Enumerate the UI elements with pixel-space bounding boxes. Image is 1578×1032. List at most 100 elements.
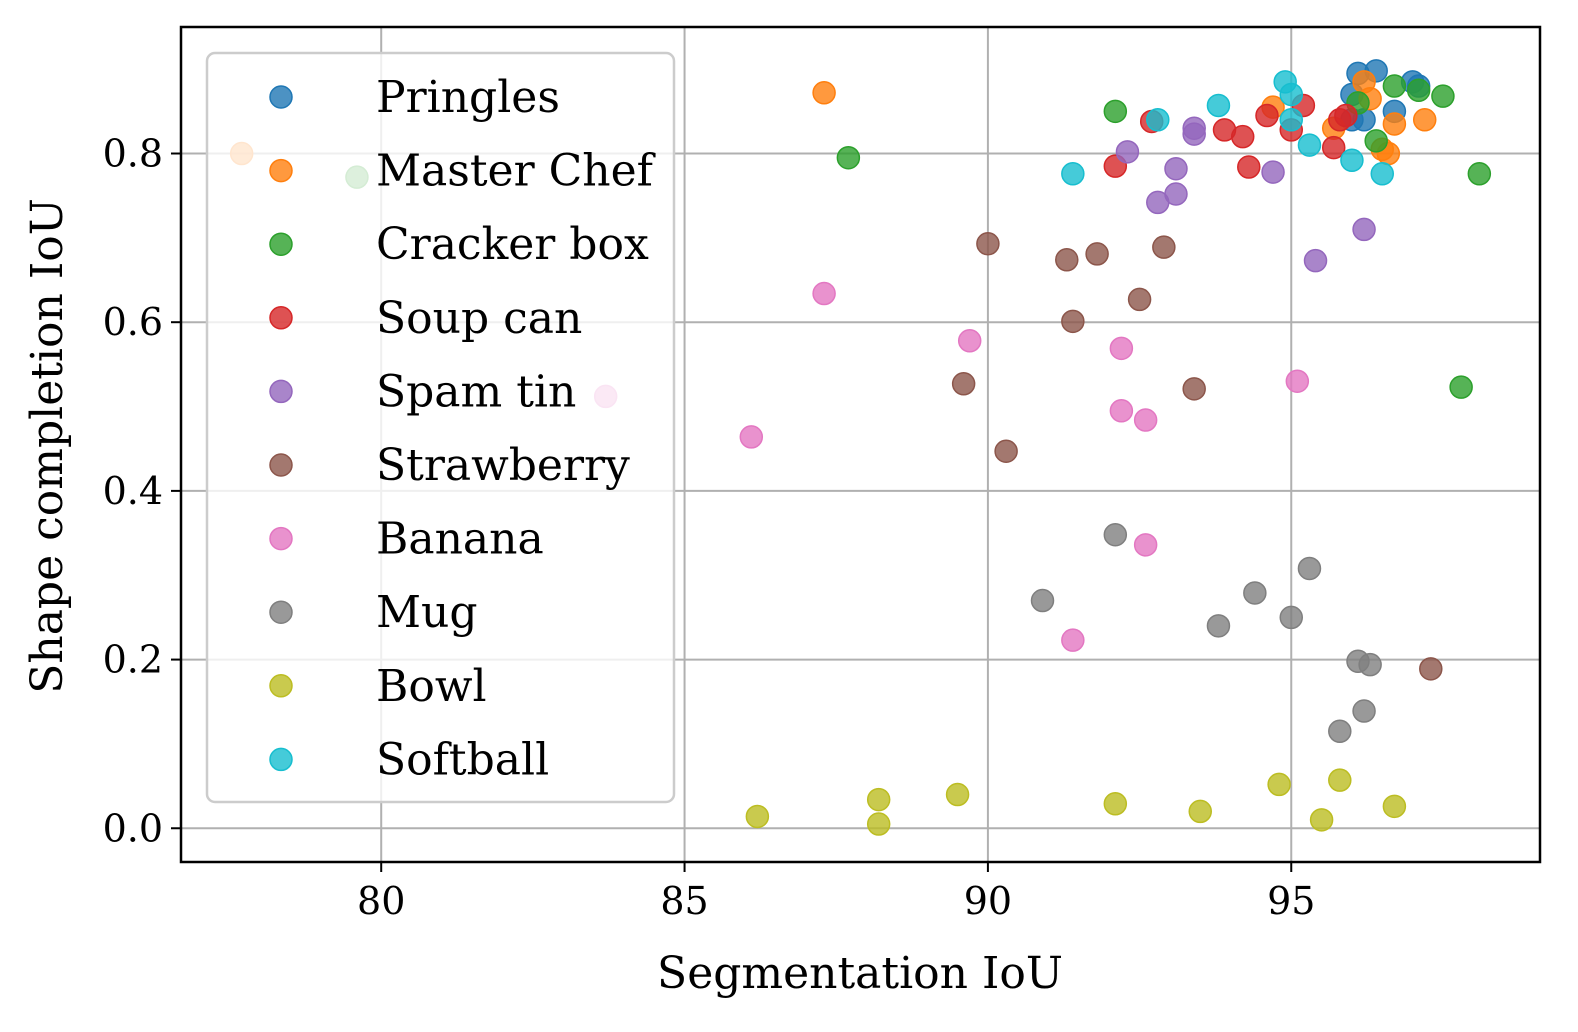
data-points <box>229 59 1492 836</box>
legend-label: Soup can <box>376 293 582 344</box>
data-point <box>1364 129 1388 153</box>
data-point <box>1358 652 1382 677</box>
data-point <box>1182 116 1206 140</box>
legend-marker <box>269 158 293 183</box>
data-point <box>1328 719 1352 744</box>
data-point <box>1382 794 1407 819</box>
legend-marker <box>269 747 293 772</box>
data-point <box>1230 124 1255 149</box>
series-strawberry <box>951 232 1443 681</box>
axes: 80 85 90 95 0.0 0.2 0.4 0.6 0.8 <box>103 25 1542 923</box>
data-point <box>1182 377 1206 401</box>
legend-marker <box>269 453 293 477</box>
data-point <box>1061 628 1085 652</box>
legend-box <box>205 51 676 804</box>
x-tick-label: 90 <box>964 879 1012 923</box>
data-point <box>1030 588 1055 613</box>
data-point <box>1431 84 1455 108</box>
data-point <box>866 787 891 812</box>
data-point <box>1152 235 1176 259</box>
data-point <box>1419 657 1443 681</box>
legend-label: Spam tin <box>376 366 576 417</box>
y-tick-label: 0.4 <box>103 469 163 513</box>
data-point <box>1127 287 1152 312</box>
data-point <box>1061 309 1085 334</box>
data-point <box>1334 103 1358 128</box>
data-point <box>1370 162 1395 186</box>
series-bowl <box>745 768 1407 836</box>
data-point <box>1267 772 1291 797</box>
data-point <box>976 232 1000 256</box>
data-point <box>1146 108 1170 132</box>
x-tick-label: 85 <box>660 879 708 923</box>
series-spam-tin <box>1115 116 1376 273</box>
data-point <box>1103 522 1128 547</box>
legend-marker <box>269 674 293 698</box>
data-point <box>1055 248 1079 272</box>
legend-label: Banana <box>376 514 544 565</box>
data-point <box>745 804 770 829</box>
data-point <box>1061 162 1085 186</box>
legend-marker <box>269 526 293 551</box>
x-axis-label: Segmentation IoU <box>657 948 1063 999</box>
data-point <box>1449 375 1473 399</box>
data-point <box>1164 156 1188 181</box>
data-point <box>951 372 976 396</box>
legend-marker <box>269 232 293 256</box>
data-point <box>1115 140 1140 164</box>
data-point <box>1467 162 1492 186</box>
series-softball <box>1061 70 1395 186</box>
legend-label: Master Chef <box>376 146 656 197</box>
data-point <box>1243 581 1267 605</box>
data-point <box>1085 242 1109 266</box>
legend: Pringles Master Chef Cracker box Soup can Sp… <box>205 51 676 804</box>
data-point <box>739 425 764 449</box>
data-point <box>1103 792 1128 816</box>
data-point <box>1303 248 1328 273</box>
data-point <box>1133 408 1158 432</box>
data-point <box>1103 99 1128 124</box>
data-point <box>1352 217 1376 242</box>
legend-marker <box>269 379 293 404</box>
data-point <box>1206 614 1231 638</box>
data-point <box>1297 133 1322 157</box>
data-point <box>1406 78 1431 103</box>
data-point <box>1109 336 1134 361</box>
legend-label: Pringles <box>376 72 560 123</box>
y-tick-label: 0.2 <box>103 638 163 682</box>
series-soup-can <box>1103 93 1358 179</box>
legend-label: Strawberry <box>376 440 630 491</box>
data-point <box>1279 108 1304 132</box>
data-point <box>812 81 836 105</box>
data-point <box>1237 155 1261 179</box>
data-point <box>945 782 970 807</box>
data-point <box>1321 135 1346 160</box>
legend-label: Cracker box <box>376 219 649 270</box>
legend-marker <box>269 306 293 330</box>
y-tick-label: 0.6 <box>103 300 163 344</box>
data-point <box>812 281 836 306</box>
data-point <box>1412 108 1437 132</box>
y-axis-label: Shape completion IoU <box>22 198 73 694</box>
data-point <box>1309 808 1334 832</box>
data-point <box>1382 74 1407 98</box>
data-point <box>1255 103 1279 128</box>
data-point <box>1340 148 1364 173</box>
data-point <box>1328 768 1352 792</box>
data-point <box>1261 160 1285 184</box>
series-mug <box>1030 522 1382 744</box>
legend-label: Mug <box>376 587 478 638</box>
y-tick-label: 0.8 <box>103 132 163 176</box>
data-point <box>866 812 891 836</box>
legend-marker <box>269 85 293 109</box>
data-point <box>836 145 861 170</box>
data-point <box>1206 93 1231 118</box>
data-point <box>1382 112 1407 136</box>
data-point <box>1164 182 1188 206</box>
x-tick-label: 80 <box>357 879 405 923</box>
legend-label: Softball <box>376 734 549 785</box>
series-banana <box>593 281 1310 652</box>
data-point <box>957 329 982 353</box>
x-tick-label: 95 <box>1267 879 1315 923</box>
